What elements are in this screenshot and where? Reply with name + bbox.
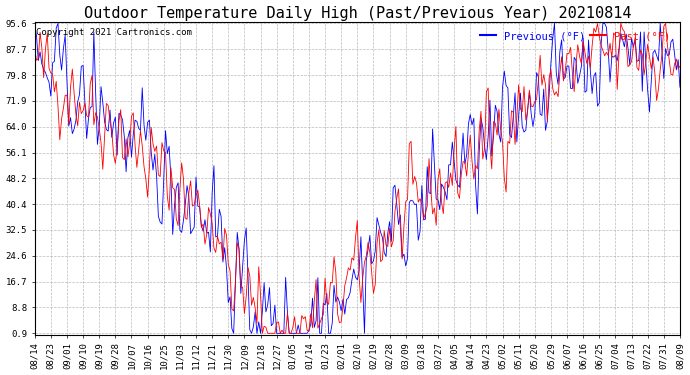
Past (°F) xyxy=(258,331,266,336)
Title: Outdoor Temperature Daily High (Past/Previous Year) 20210814: Outdoor Temperature Daily High (Past/Pre… xyxy=(83,6,631,21)
Past (°F) xyxy=(48,72,57,76)
Previous (°F) xyxy=(54,21,62,26)
Line: Past (°F): Past (°F) xyxy=(34,23,680,333)
Previous (°F) xyxy=(600,21,609,26)
Text: Copyright 2021 Cartronics.com: Copyright 2021 Cartronics.com xyxy=(36,28,192,37)
Past (°F) xyxy=(422,211,430,215)
Previous (°F) xyxy=(402,264,410,268)
Past (°F) xyxy=(599,48,607,52)
Past (°F) xyxy=(30,46,39,51)
Past (°F) xyxy=(435,166,444,171)
Past (°F) xyxy=(150,149,159,154)
Previous (°F) xyxy=(30,26,39,30)
Previous (°F) xyxy=(48,60,57,65)
Legend: Previous (°F), Past (°F): Previous (°F), Past (°F) xyxy=(476,27,675,45)
Previous (°F) xyxy=(437,182,446,186)
Past (°F) xyxy=(400,224,408,229)
Past (°F) xyxy=(676,64,684,68)
Previous (°F) xyxy=(230,331,238,336)
Previous (°F) xyxy=(423,165,431,169)
Previous (°F) xyxy=(152,173,161,178)
Past (°F) xyxy=(617,21,625,26)
Line: Previous (°F): Previous (°F) xyxy=(34,23,680,333)
Previous (°F) xyxy=(676,85,684,89)
